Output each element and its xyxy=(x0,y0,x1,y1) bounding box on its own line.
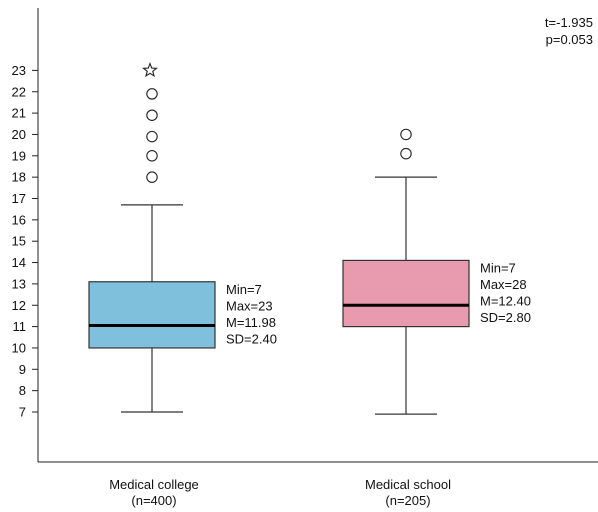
outlier-point xyxy=(400,128,412,141)
y-tick-label: 14 xyxy=(12,255,26,270)
box-iqr xyxy=(88,281,216,349)
category-n-label: (n=205) xyxy=(385,493,430,508)
y-tick-label: 12 xyxy=(12,298,26,313)
y-tick-label: 20 xyxy=(12,127,26,142)
y-tick-label: 7 xyxy=(19,405,26,420)
stat-label: Max=28 xyxy=(480,277,527,292)
stat-label: M=11.98 xyxy=(226,315,276,330)
y-tick-label: 13 xyxy=(12,276,26,291)
test-statistic-label: t=-1.935 xyxy=(545,15,593,30)
outlier-point xyxy=(146,150,158,162)
y-tick-label: 11 xyxy=(13,319,27,334)
box-iqr xyxy=(342,259,470,328)
y-tick-label: 19 xyxy=(12,148,26,163)
outlier-point xyxy=(146,130,158,143)
y-tick-label: 10 xyxy=(12,340,26,355)
stat-label: Min=7 xyxy=(226,282,262,297)
test-statistic-label: p=0.053 xyxy=(546,32,593,47)
y-tick-label: 18 xyxy=(12,170,26,185)
stat-label: SD=2.80 xyxy=(480,310,531,325)
category-label: Medical school xyxy=(365,477,451,492)
y-tick-label: 21 xyxy=(12,106,26,121)
outlier-point xyxy=(400,147,412,160)
outlier-point xyxy=(146,88,158,100)
category-label: Medical college xyxy=(109,477,199,492)
stat-label: M=12.40 xyxy=(480,293,531,308)
y-tick-label: 9 xyxy=(19,362,26,377)
stat-label: Max=23 xyxy=(226,298,273,313)
y-tick-label: 16 xyxy=(12,212,26,227)
test-annotation: t=-1.935 p=0.053 xyxy=(545,15,593,47)
extreme-point-star xyxy=(142,62,158,78)
outlier-point xyxy=(146,109,158,121)
y-tick-label: 23 xyxy=(12,63,26,78)
y-tick-label: 17 xyxy=(12,191,26,206)
y-axis-ticks: 789101112131415161718192021222328 xyxy=(12,63,38,420)
y-tick-label: 15 xyxy=(12,234,26,249)
outlier-point xyxy=(146,171,158,183)
stat-label: SD=2.40 xyxy=(226,331,277,346)
category-n-label: (n=400) xyxy=(131,493,176,508)
y-tick-label: 22 xyxy=(12,84,26,99)
y-tick-label: 8 xyxy=(19,383,26,398)
stat-label: Min=7 xyxy=(480,260,516,275)
